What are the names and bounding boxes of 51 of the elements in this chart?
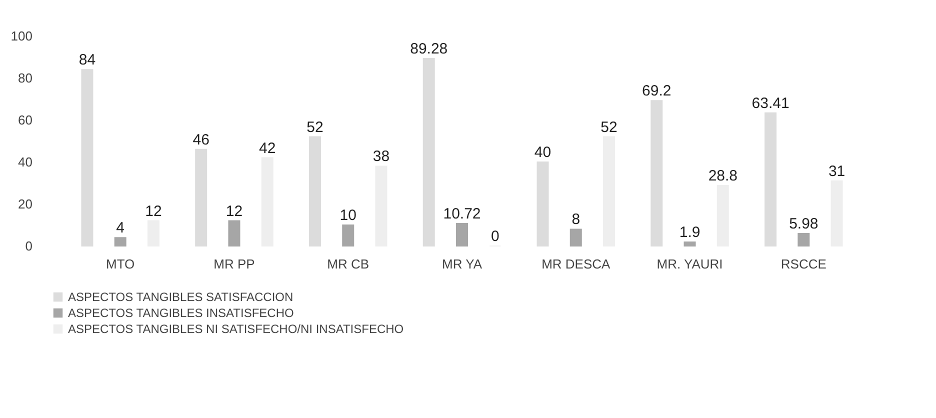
legend-label: ASPECTOS TANGIBLES INSATISFECHO [68, 306, 294, 320]
bar [570, 228, 582, 246]
bar [228, 220, 240, 246]
data-label: 12 [226, 202, 243, 220]
x-tick-label: MR CB [327, 256, 370, 272]
data-label: 52 [600, 118, 618, 136]
data-label: 69.2 [642, 82, 672, 100]
bar [684, 242, 696, 246]
data-label: 10.72 [443, 205, 481, 222]
x-tick-label: MR. YAURI [656, 256, 723, 272]
bar [342, 224, 354, 246]
bar [650, 100, 663, 246]
bar [114, 237, 126, 246]
data-label: 84 [78, 52, 96, 69]
data-label: 46 [192, 131, 210, 148]
bar [456, 222, 468, 246]
bar [798, 232, 810, 246]
data-label: 40 [534, 144, 552, 161]
x-tick-label: MTO [106, 256, 135, 272]
data-label: 5.98 [789, 215, 818, 232]
y-tick-label: 100 [10, 28, 32, 44]
data-label: 8 [572, 211, 580, 228]
bar [422, 58, 435, 246]
data-label: 12 [145, 202, 162, 220]
x-tick-label: RSCCE [780, 256, 827, 272]
bar [81, 69, 94, 246]
data-label: 38 [372, 148, 390, 166]
data-label: 63.41 [752, 94, 790, 112]
data-label: 89.28 [410, 40, 448, 58]
x-tick-label: MR YA [442, 256, 482, 272]
data-label: 42 [259, 140, 276, 157]
bar [764, 112, 777, 246]
bar [195, 148, 208, 246]
x-tick-label: MR DESCA [542, 256, 611, 272]
data-label: 0 [490, 228, 500, 245]
legend-label: ASPECTOS TANGIBLES NI SATISFECHO/NI INSATISFECHO [68, 322, 404, 336]
y-tick-label: 0 [25, 238, 32, 254]
data-label: 31 [828, 162, 846, 180]
y-tick-label: 80 [18, 70, 32, 86]
bar [536, 162, 549, 246]
y-tick-label: 60 [18, 112, 32, 128]
x-tick-label: MR PP [214, 256, 255, 272]
data-label: 1.9 [679, 224, 700, 242]
legend-label: ASPECTOS TANGIBLES SATISFACCION [68, 290, 294, 304]
y-tick-label: 20 [18, 196, 32, 212]
bar [308, 136, 321, 246]
data-label: 4 [116, 220, 125, 237]
y-tick-label: 40 [18, 154, 32, 170]
data-label: 52 [306, 118, 324, 136]
data-label: 10 [340, 207, 356, 224]
data-label: 28.8 [708, 168, 738, 185]
